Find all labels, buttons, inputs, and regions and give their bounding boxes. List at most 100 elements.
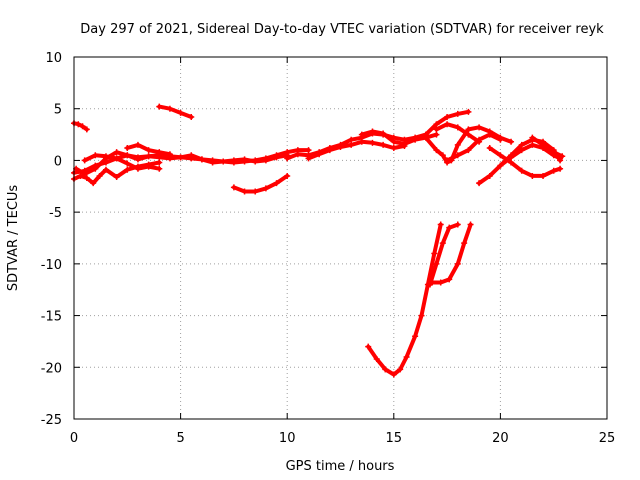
data-point xyxy=(497,152,504,159)
data-point xyxy=(486,131,493,138)
data-point xyxy=(444,157,451,164)
data-point xyxy=(198,156,205,163)
data-point xyxy=(273,154,280,161)
data-point xyxy=(497,162,504,169)
data-point xyxy=(358,138,365,145)
data-point xyxy=(113,173,120,180)
data-point xyxy=(465,147,472,154)
data-point xyxy=(188,152,195,159)
data-point xyxy=(446,224,453,231)
data-point xyxy=(486,145,493,152)
data-point xyxy=(508,138,515,145)
data-point xyxy=(305,147,312,154)
data-point xyxy=(508,154,515,161)
data-point xyxy=(337,143,344,150)
data-point xyxy=(454,110,461,117)
series-pass-07 xyxy=(157,104,194,119)
data-point xyxy=(382,366,389,373)
data-point xyxy=(403,353,410,360)
data-point xyxy=(134,141,141,148)
data-point xyxy=(540,172,547,179)
y-tick-label: -15 xyxy=(41,310,62,325)
data-point xyxy=(241,188,248,195)
data-point xyxy=(476,124,483,131)
series-pass-10 xyxy=(306,139,407,161)
data-point xyxy=(497,136,504,143)
data-point xyxy=(467,221,474,228)
x-tick-label: 0 xyxy=(70,431,78,446)
data-point xyxy=(156,159,163,166)
data-point xyxy=(113,155,120,162)
data-point xyxy=(380,130,387,137)
data-point xyxy=(156,149,163,156)
data-point xyxy=(540,141,547,148)
data-point xyxy=(557,165,564,172)
data-point xyxy=(92,152,99,159)
axis-ticks xyxy=(73,56,608,420)
data-point xyxy=(529,141,536,148)
data-point xyxy=(79,123,86,130)
data-point xyxy=(156,154,163,161)
data-point xyxy=(177,154,184,161)
y-tick-label: -5 xyxy=(49,206,62,221)
data-point xyxy=(166,105,173,112)
data-point xyxy=(83,126,90,133)
data-point xyxy=(518,147,525,154)
data-point xyxy=(439,152,446,159)
data-point xyxy=(124,160,131,167)
series-pass-18 xyxy=(530,135,565,159)
data-point xyxy=(284,155,291,162)
data-point xyxy=(252,188,259,195)
data-point xyxy=(316,151,323,158)
data-point xyxy=(230,157,237,164)
data-point xyxy=(220,158,227,165)
data-point xyxy=(358,131,365,138)
data-point xyxy=(145,153,152,160)
data-point xyxy=(166,151,173,158)
x-axis-label: GPS time / hours xyxy=(286,459,395,474)
series-pass-13 xyxy=(445,132,503,163)
data-point xyxy=(380,141,387,148)
x-tick-label: 20 xyxy=(492,431,509,446)
tick-labels: 0 5 10 15 20 25 10 5 0 -5 -10 -15 -20 -25 xyxy=(41,51,616,446)
data-point xyxy=(518,141,525,148)
data-point xyxy=(508,159,515,166)
data-point xyxy=(454,260,461,267)
data-point xyxy=(348,141,355,148)
y-tick-label: 5 xyxy=(54,103,62,118)
x-tick-label: 10 xyxy=(279,431,296,446)
data-point xyxy=(465,126,472,133)
x-tick-label: 15 xyxy=(386,431,403,446)
data-point xyxy=(529,134,536,141)
data-point xyxy=(92,165,99,172)
data-point xyxy=(124,152,131,159)
data-point xyxy=(241,156,248,163)
data-point xyxy=(124,145,131,152)
y-tick-label: 10 xyxy=(45,51,62,66)
data-point xyxy=(145,147,152,154)
data-point xyxy=(230,184,237,191)
data-point xyxy=(284,172,291,179)
data-point xyxy=(412,136,419,143)
data-point xyxy=(156,103,163,110)
data-point xyxy=(188,113,195,120)
data-point xyxy=(262,185,269,192)
data-point xyxy=(365,343,372,350)
data-point xyxy=(444,121,451,128)
data-point xyxy=(102,166,109,173)
data-point xyxy=(81,157,88,164)
chart-title: Day 297 of 2021, Sidereal Day-to-day VTE… xyxy=(80,22,604,37)
data-point xyxy=(134,165,141,172)
y-tick-label: 0 xyxy=(54,154,62,169)
data-point xyxy=(262,157,269,164)
data-point xyxy=(444,113,451,120)
data-point xyxy=(550,167,557,174)
data-point xyxy=(177,109,184,116)
data-point xyxy=(401,140,408,147)
data-point xyxy=(529,172,536,179)
data-point xyxy=(273,180,280,187)
data-point xyxy=(390,145,397,152)
data-point xyxy=(90,180,97,187)
data-point xyxy=(294,151,301,158)
